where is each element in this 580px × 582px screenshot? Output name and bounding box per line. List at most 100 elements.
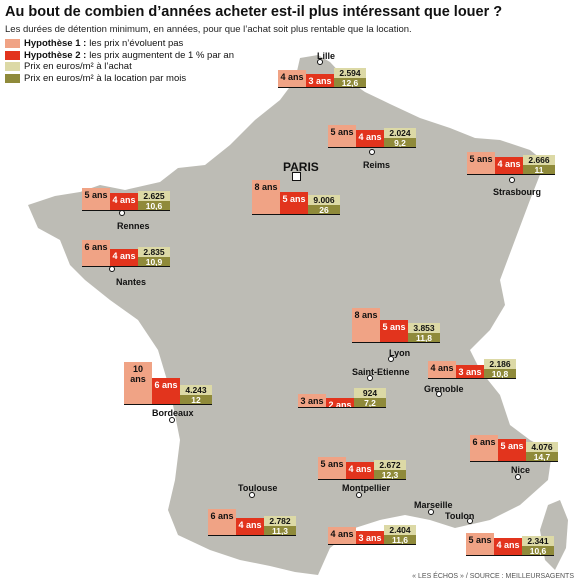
rennes-bars: 5 ans 4 ans 2.625 10,6 (82, 188, 170, 211)
nantes-hypothese-1-bar: 6 ans (82, 240, 110, 267)
legend-item-prix-location: Prix en euros/m² à la location par mois (5, 73, 234, 84)
nice-prices: 4.076 14,7 (526, 442, 558, 462)
bordeaux-baseline (124, 404, 212, 405)
strasbourg-hypothese-1-bar: 5 ans (467, 152, 495, 175)
bordeaux-hypothese-1-bar: 10 ans (124, 362, 152, 405)
lyon-marker (388, 356, 394, 362)
grenoble-prix-achat: 2.186 (484, 359, 516, 369)
strasbourg-marker (509, 177, 515, 183)
toulon-bars: 5 ans 4 ans 2.341 10,6 (466, 533, 554, 556)
nice-marker (515, 474, 521, 480)
montpellier-hypothese-2-bar: 4 ans (346, 462, 374, 480)
toulouse-marker (249, 492, 255, 498)
lille-label: Lille (317, 51, 336, 61)
rennes-hypothese-2-bar: 4 ans (110, 193, 138, 211)
bordeaux-prices: 4.243 12 (180, 385, 212, 405)
paris-prix-location: 26 (308, 205, 340, 215)
reims-label: Reims (363, 160, 391, 170)
nice-bars: 6 ans 5 ans 4.076 14,7 (470, 435, 558, 462)
saint-etienne-label: Saint-Etienne (352, 367, 410, 377)
rennes-baseline (82, 210, 170, 211)
legend-label: les prix n’évoluent pas (89, 38, 184, 49)
toulouse-prix-location: 11,3 (264, 526, 296, 536)
source-credit: « LES ÉCHOS » / SOURCE : MEILLEURSAGENTS (412, 573, 574, 580)
nantes-label: Nantes (116, 277, 147, 287)
rennes-hypothese-1-bar: 5 ans (82, 188, 110, 211)
reims-baseline (328, 147, 416, 148)
marseille-baseline (328, 544, 416, 545)
montpellier-label: Montpellier (342, 483, 391, 493)
montpellier-prix-location: 12,3 (374, 470, 406, 480)
toulon-prix-location: 10,6 (522, 546, 554, 556)
nantes-bars: 6 ans 4 ans 2.835 10,9 (82, 240, 170, 267)
lyon-label: Lyon (389, 348, 411, 358)
legend-label: les prix augmentent de 1 % par an (89, 49, 234, 61)
nice-hypothese-2-bar: 5 ans (498, 439, 526, 462)
bordeaux-prix-achat: 4.243 (180, 385, 212, 395)
montpellier-marker (356, 492, 362, 498)
rennes-prix-location: 10,6 (138, 201, 170, 211)
lyon-bars: 8 ans 5 ans 3.853 11,8 (352, 308, 440, 343)
paris-baseline (252, 214, 340, 215)
grenoble-marker (436, 391, 442, 397)
toulon-baseline (466, 555, 554, 556)
montpellier-bars: 5 ans 4 ans 2.672 12,3 (318, 457, 406, 480)
saint-etienne-baseline (298, 407, 386, 408)
reims-prix-achat: 2.024 (384, 128, 416, 138)
france-outline (28, 55, 552, 575)
bordeaux-marker (169, 417, 175, 423)
lille-marker (317, 59, 323, 65)
nice-hypothese-1-bar: 6 ans (470, 435, 498, 462)
paris-bars: 8 ans 5 ans 9.006 26 (252, 180, 340, 215)
lille-bars: 4 ans 3 ans 2.594 12,6 (278, 68, 366, 88)
lille-hypothese-1-bar: 4 ans (278, 70, 306, 88)
toulouse-prices: 2.782 11,3 (264, 516, 296, 536)
grenoble-hypothese-1-bar: 4 ans (428, 361, 456, 379)
marseille-bars: 4 ans 3 ans 2.404 11,6 (328, 525, 416, 545)
lille-prices: 2.594 12,6 (334, 68, 366, 88)
nice-label: Nice (511, 465, 531, 475)
lille-prix-location: 12,6 (334, 78, 366, 88)
saint-etienne-bars: 3 ans 2 ans 924 7,2 (298, 388, 386, 410)
lyon-hypothese-1-bar: 8 ans (352, 308, 380, 343)
legend-label: Prix en euros/m² à l’achat (24, 61, 132, 72)
marseille-hypothese-2-bar: 3 ans (356, 531, 384, 545)
grenoble-prix-location: 10,8 (484, 369, 516, 379)
lyon-hypothese-2-bar: 5 ans (380, 320, 408, 343)
legend-item-prix-achat: Prix en euros/m² à l’achat (5, 61, 234, 72)
grenoble-prices: 2.186 10,8 (484, 359, 516, 379)
marseille-prix-location: 11,6 (384, 535, 416, 545)
legend-swatch (5, 62, 20, 71)
saint-etienne-marker (367, 375, 373, 381)
rennes-prix-achat: 2.625 (138, 191, 170, 201)
rennes-prices: 2.625 10,6 (138, 191, 170, 211)
nantes-prices: 2.835 10,9 (138, 247, 170, 267)
legend-label-bold: Hypothèse 2 : (24, 49, 87, 61)
toulon-marker (467, 518, 473, 524)
nice-prix-achat: 4.076 (526, 442, 558, 452)
strasbourg-prices: 2.666 11 (523, 155, 555, 175)
strasbourg-label: Strasbourg (493, 187, 542, 197)
toulon-label: Toulon (445, 511, 475, 521)
saint-etienne-prix-achat: 924 (354, 388, 386, 398)
legend-swatch (5, 50, 20, 60)
toulouse-baseline (208, 535, 296, 536)
strasbourg-prix-achat: 2.666 (523, 155, 555, 165)
strasbourg-baseline (467, 174, 555, 175)
lyon-prix-location: 11,8 (408, 333, 440, 343)
lyon-prix-achat: 3.853 (408, 323, 440, 333)
grenoble-bars: 4 ans 3 ans 2.186 10,8 (428, 359, 516, 379)
marseille-prices: 2.404 11,6 (384, 525, 416, 545)
chart-title: Au bout de combien d’années acheter est-… (5, 4, 503, 20)
reims-prices: 2.024 9,2 (384, 128, 416, 148)
lille-hypothese-2-bar: 3 ans (306, 74, 334, 88)
reims-hypothese-2-bar: 4 ans (356, 130, 384, 148)
reims-marker (369, 149, 375, 155)
paris-hypothese-2-bar: 5 ans (280, 192, 308, 215)
legend-item-hypothese-1: Hypothèse 1 : les prix n’évoluent pas (5, 38, 234, 49)
chart-subtitle: Les durées de détention minimum, en anné… (5, 24, 412, 35)
toulon-prix-achat: 2.341 (522, 536, 554, 546)
strasbourg-prix-location: 11 (523, 165, 555, 175)
nantes-hypothese-2-bar: 4 ans (110, 249, 138, 267)
bordeaux-hypothese-2-bar: 6 ans (152, 378, 180, 405)
